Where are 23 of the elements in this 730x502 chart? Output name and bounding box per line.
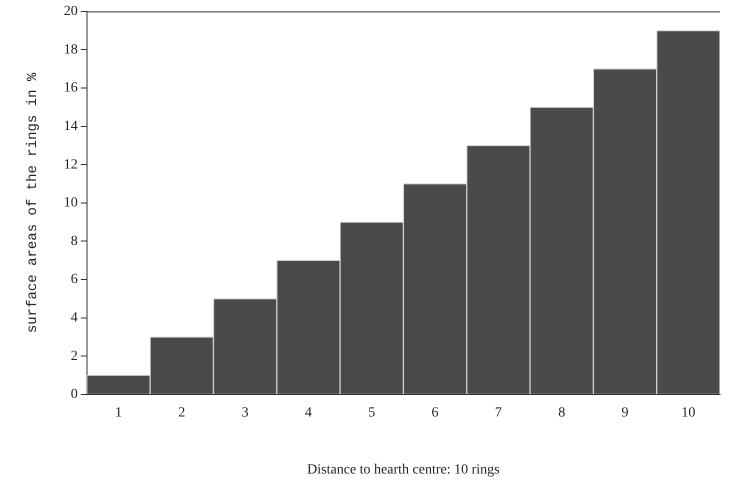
y-tick-label: 2	[70, 348, 78, 364]
x-tick-label: 5	[368, 405, 376, 420]
y-tick-label: 8	[70, 234, 78, 249]
y-tick-label: 14	[64, 118, 78, 134]
y-tick-label: 12	[64, 157, 78, 172]
y-axis-title: surface areas of the rings in %	[25, 72, 42, 334]
x-tick-label: 10	[681, 405, 696, 420]
x-tick-label: 7	[494, 405, 502, 420]
y-tick-label: 16	[64, 80, 78, 96]
x-tick-label: 1	[114, 405, 122, 420]
y-tick-label: 10	[64, 196, 78, 211]
x-tick-label: 6	[432, 405, 439, 420]
y-tick-label: 0	[70, 387, 78, 402]
x-tick-label: 9	[622, 405, 629, 420]
x-tick-label: 8	[558, 405, 566, 420]
y-tick-label: 4	[70, 310, 78, 326]
y-tick-label: 20	[64, 4, 78, 20]
x-axis-title: Distance to hearth centre: 10 rings	[307, 462, 500, 478]
y-tick-label: 18	[64, 42, 78, 58]
x-tick-label: 2	[178, 405, 186, 420]
y-tick-label: 6	[70, 272, 78, 288]
x-tick-label: 4	[304, 405, 312, 420]
x-tick-label: 3	[242, 405, 249, 420]
